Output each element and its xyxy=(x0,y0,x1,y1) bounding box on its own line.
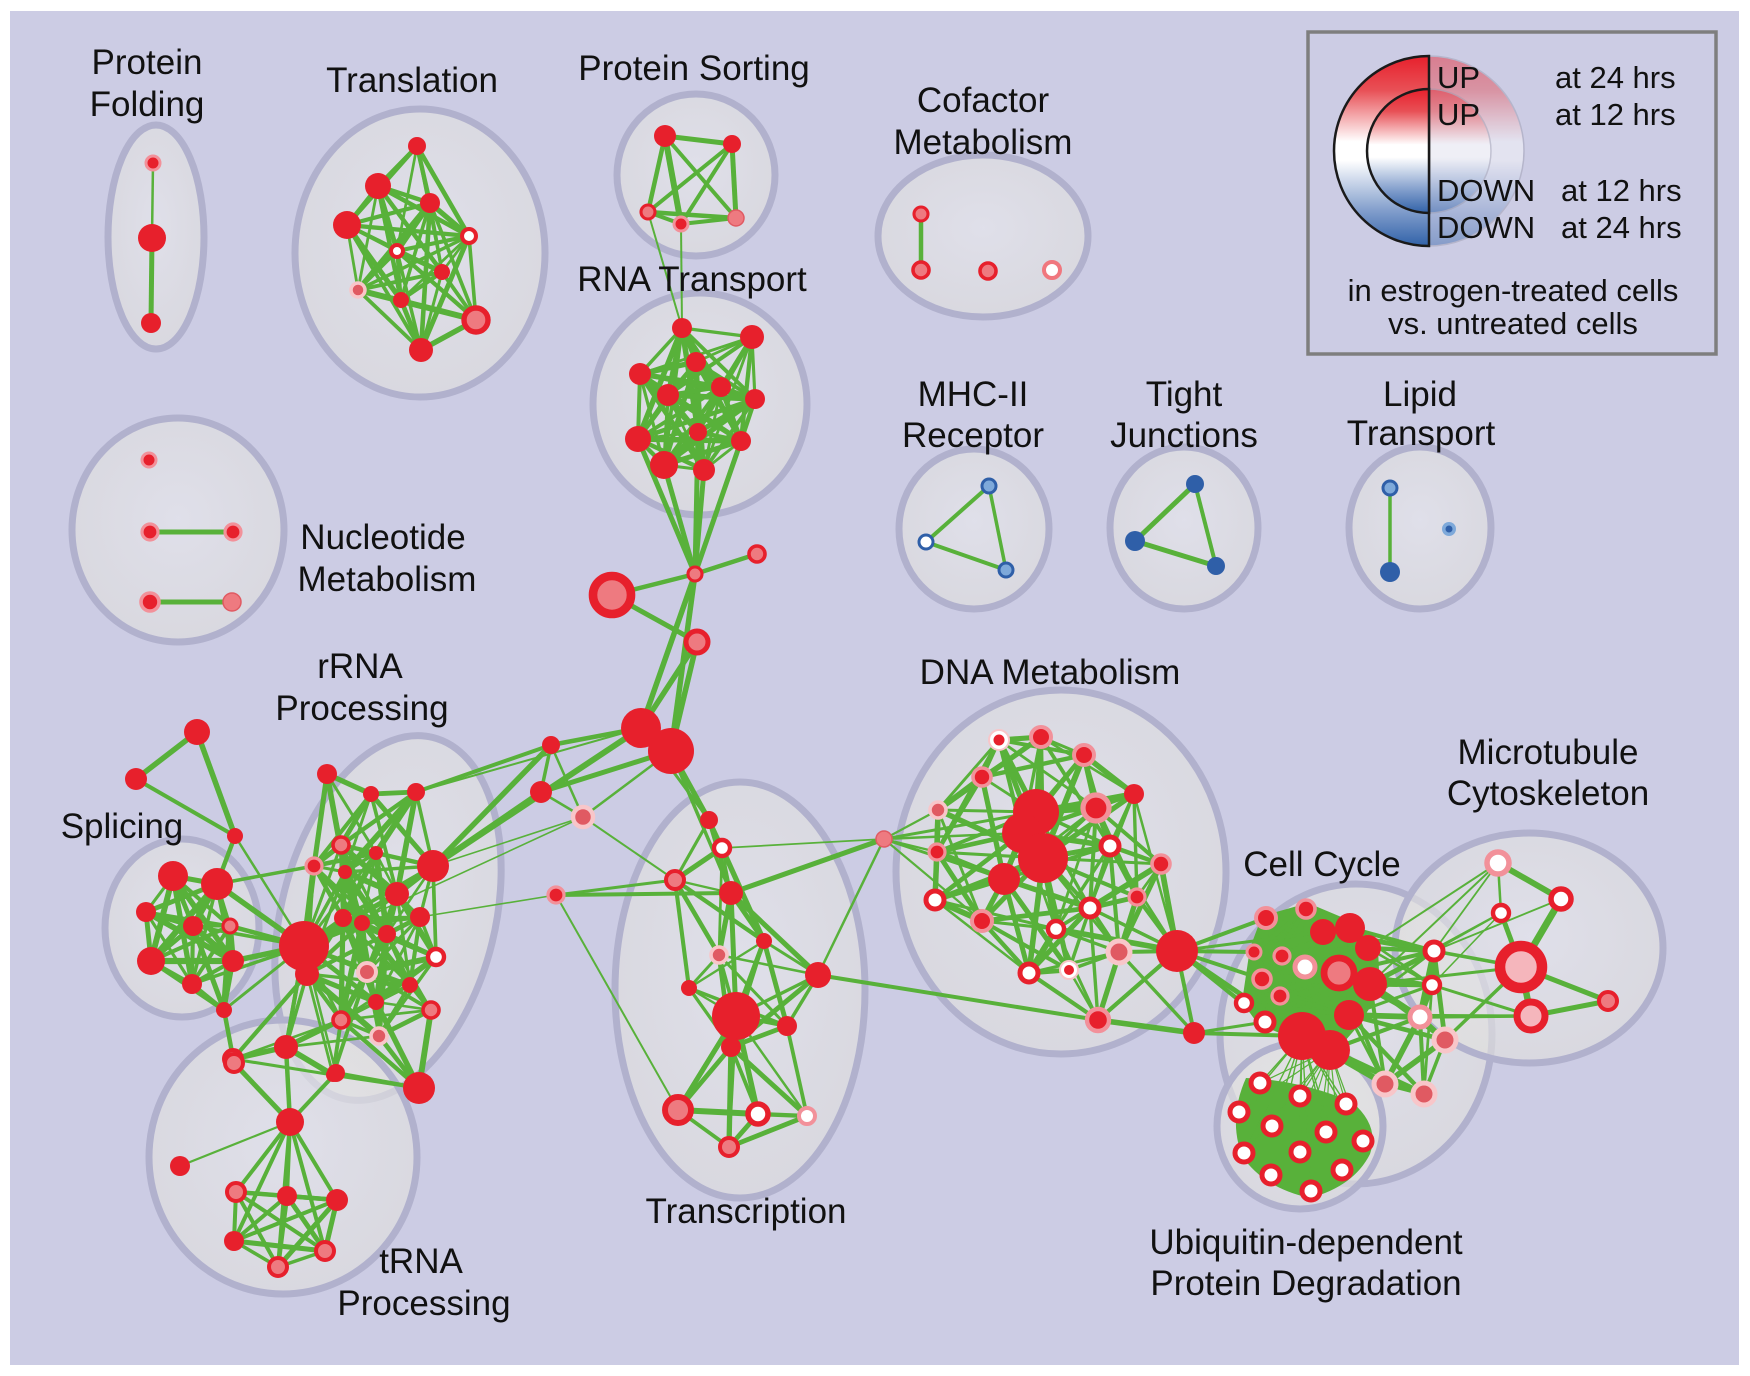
svg-text:Receptor: Receptor xyxy=(902,416,1044,455)
svg-text:Folding: Folding xyxy=(90,85,205,124)
svg-text:DNA Metabolism: DNA Metabolism xyxy=(920,653,1181,692)
svg-text:Junctions: Junctions xyxy=(1110,416,1258,455)
svg-text:at 24 hrs: at 24 hrs xyxy=(1555,60,1676,95)
svg-text:Translation: Translation xyxy=(326,61,498,100)
svg-text:Tight: Tight xyxy=(1146,375,1223,414)
svg-text:Protein Degradation: Protein Degradation xyxy=(1150,1264,1461,1303)
svg-text:Lipid: Lipid xyxy=(1383,375,1457,414)
svg-text:Metabolism: Metabolism xyxy=(894,123,1073,162)
svg-text:Cytoskeleton: Cytoskeleton xyxy=(1447,774,1649,813)
svg-text:vs. untreated cells: vs. untreated cells xyxy=(1388,306,1638,341)
svg-text:at 12 hrs: at 12 hrs xyxy=(1555,97,1676,132)
svg-text:Cell Cycle: Cell Cycle xyxy=(1243,845,1401,884)
svg-text:Cofactor: Cofactor xyxy=(917,81,1050,120)
svg-text:at 24 hrs: at 24 hrs xyxy=(1561,210,1682,245)
svg-text:Transcription: Transcription xyxy=(646,1192,847,1231)
svg-text:Transport: Transport xyxy=(1347,414,1496,453)
svg-text:Metabolism: Metabolism xyxy=(298,560,477,599)
svg-text:Ubiquitin-dependent: Ubiquitin-dependent xyxy=(1149,1223,1463,1262)
svg-text:Protein: Protein xyxy=(92,43,203,82)
svg-text:UP: UP xyxy=(1437,60,1480,95)
svg-text:UP: UP xyxy=(1437,97,1480,132)
svg-text:tRNA: tRNA xyxy=(379,1242,463,1281)
svg-text:RNA Transport: RNA Transport xyxy=(577,260,807,299)
svg-text:Nucleotide: Nucleotide xyxy=(300,518,465,557)
svg-text:Protein Sorting: Protein Sorting xyxy=(578,49,810,88)
svg-text:MHC-II: MHC-II xyxy=(918,375,1029,414)
svg-text:in estrogen-treated cells: in estrogen-treated cells xyxy=(1348,273,1679,308)
svg-text:Processing: Processing xyxy=(337,1284,510,1323)
svg-text:Processing: Processing xyxy=(275,689,448,728)
svg-text:Splicing: Splicing xyxy=(61,807,184,846)
svg-text:Microtubule: Microtubule xyxy=(1458,733,1639,772)
svg-text:at 12 hrs: at 12 hrs xyxy=(1561,173,1682,208)
svg-text:DOWN: DOWN xyxy=(1437,210,1535,245)
svg-text:rRNA: rRNA xyxy=(317,647,403,686)
svg-text:DOWN: DOWN xyxy=(1437,173,1535,208)
